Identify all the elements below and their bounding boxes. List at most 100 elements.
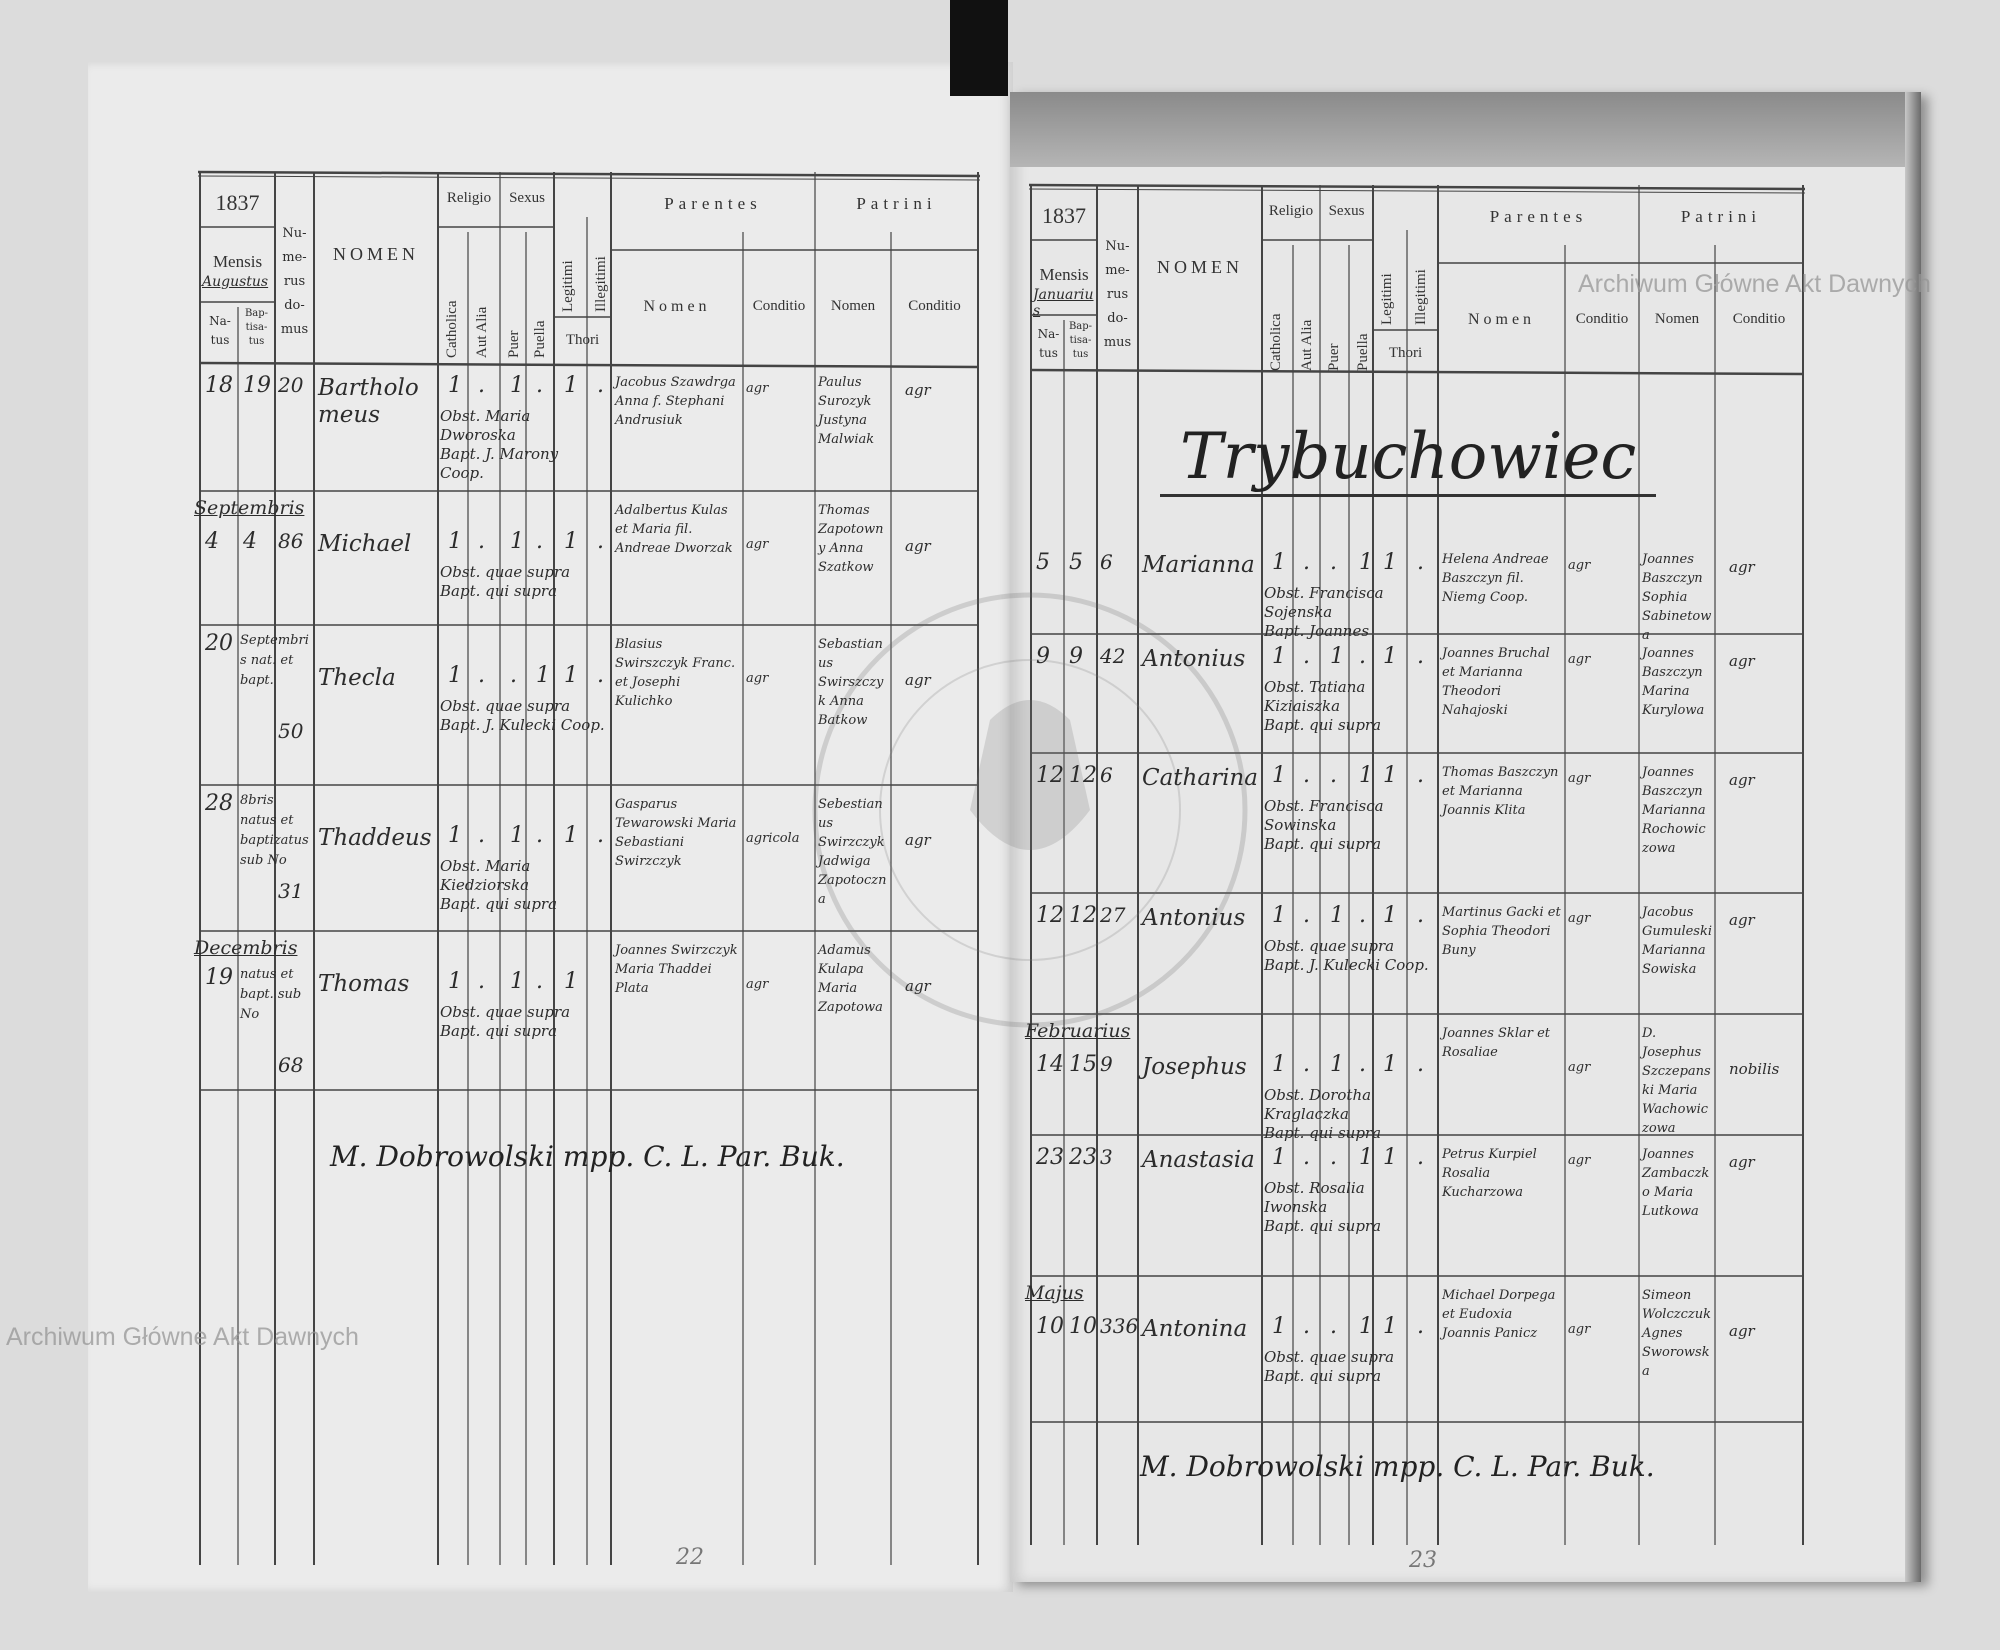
godparents-names: Joannes Baszczyn Marianna Rochowiczowa bbox=[1642, 765, 1706, 856]
register-mark: . bbox=[597, 373, 604, 398]
register-mark: 1 bbox=[448, 969, 462, 994]
baptisatus-day: 4 bbox=[243, 529, 257, 554]
midwife-baptizer-note: Bapt. qui supra bbox=[440, 582, 558, 600]
midwife-baptizer-note: Obst. quae supra bbox=[440, 697, 571, 715]
row-notes: Obst. Francisca Sojenska Bapt. Joannes bbox=[1264, 584, 1432, 641]
godparents-conditio: agr bbox=[1729, 558, 1755, 576]
sexus-header: Sexus bbox=[1328, 203, 1365, 219]
godparents-conditio: agr bbox=[905, 537, 931, 555]
grid-line bbox=[1030, 368, 1804, 376]
register-mark: . bbox=[478, 529, 485, 554]
natus-day: 19 bbox=[205, 965, 233, 990]
date-note: natus et bapt. sub No bbox=[240, 967, 302, 1022]
natus-label: Na-tus bbox=[209, 314, 231, 347]
register-mark: . bbox=[1303, 644, 1310, 669]
parents-conditio: agr bbox=[1568, 771, 1591, 786]
grid-line bbox=[1028, 188, 1806, 194]
page-edge bbox=[1905, 92, 1921, 1582]
row-notes: Obst. quae supra Bapt. J. Kulecki Coop. bbox=[440, 697, 605, 735]
natus-day: 28 bbox=[205, 791, 233, 816]
illegitimi-header: Illegitimi bbox=[1413, 269, 1429, 325]
register-mark: . bbox=[478, 373, 485, 398]
godparents-names: Sebastianus Swirszczyk Anna Batkow bbox=[818, 637, 884, 728]
godparents-conditio: agr bbox=[905, 671, 931, 689]
register-mark: . bbox=[536, 529, 543, 554]
house-number: 68 bbox=[278, 1053, 304, 1077]
register-mark: . bbox=[1330, 1314, 1337, 1339]
row-notes: Obst. Dorotha Kraglaczka Bapt. qui supra bbox=[1264, 1086, 1432, 1143]
row-notes: Obst. quae supra Bapt. qui supra bbox=[440, 1003, 605, 1041]
parents-conditio: agricola bbox=[746, 831, 800, 846]
parentes-conditio-header: Conditio bbox=[752, 298, 806, 314]
child-name: Antonius bbox=[1142, 646, 1246, 672]
puer-header: Puer bbox=[506, 330, 522, 359]
midwife-baptizer-note: Obst. quae supra bbox=[440, 563, 571, 581]
godparents-names: Simeon Wolczczuk Agnes Sworowska bbox=[1642, 1288, 1711, 1379]
row-notes: Obst. Maria Kiedziorska Bapt. qui supra bbox=[440, 857, 605, 914]
register-mark: . bbox=[1417, 903, 1424, 928]
godparents-names: Joannes Baszczyn Marina Kurylowa bbox=[1642, 646, 1705, 718]
parents-conditio: agr bbox=[746, 671, 769, 686]
row-notes: Obst. Maria Dworoska Bapt. J. Marony Coop… bbox=[440, 407, 605, 483]
register-mark: 1 bbox=[1330, 644, 1344, 669]
register-mark: 1 bbox=[510, 373, 524, 398]
godparents-names: Sebestianus Swirzczyk Jadwiga Zapotoczna bbox=[818, 797, 887, 907]
midwife-baptizer-note: Bapt. qui supra bbox=[1264, 835, 1382, 853]
house-number: 86 bbox=[278, 529, 304, 553]
year-label: 1837 bbox=[215, 190, 260, 215]
register-mark: . bbox=[1303, 1145, 1310, 1170]
mensis-label: Mensis bbox=[212, 252, 263, 271]
midwife-baptizer-note: Bapt. qui supra bbox=[1264, 1124, 1382, 1142]
parents-names: Martinus Gacki et Sophia Theodori Buny bbox=[1442, 905, 1561, 958]
sexus-header: Sexus bbox=[509, 190, 545, 206]
natus-day: 10 bbox=[1036, 1314, 1064, 1339]
parents-names: Joannes Sklar et Rosaliae bbox=[1442, 1026, 1550, 1060]
natus-day: 12 bbox=[1036, 763, 1064, 788]
natus-day: 14 bbox=[1036, 1052, 1064, 1077]
godparents-conditio: agr bbox=[1729, 771, 1755, 789]
register-mark: 1 bbox=[564, 969, 578, 994]
natus-day: 9 bbox=[1036, 644, 1050, 669]
midwife-baptizer-note: Obst. Francisca Sojenska bbox=[1264, 584, 1384, 621]
godparents-names: D. Josephus Szczepanski Maria Wachowiczo… bbox=[1642, 1026, 1711, 1136]
godparents-conditio: nobilis bbox=[1729, 1060, 1780, 1078]
baptisatus-day: 15 bbox=[1069, 1052, 1097, 1077]
right-page bbox=[1010, 92, 1920, 1582]
watermark-left: Archiwum Główne Akt Dawnych bbox=[6, 1323, 359, 1351]
child-name: Marianna bbox=[1142, 552, 1255, 578]
row-notes: Obst. quae supra Bapt. qui supra bbox=[1264, 1348, 1432, 1386]
thori-header: Thori bbox=[565, 332, 600, 348]
godparents-names: Jacobus Gumuleski Marianna Sowiska bbox=[1642, 905, 1713, 977]
register-mark: . bbox=[1330, 550, 1337, 575]
register-mark: 1 bbox=[1330, 903, 1344, 928]
register-mark: . bbox=[478, 823, 485, 848]
register-mark: . bbox=[536, 823, 543, 848]
godparents-names: Adamus Kulapa Maria Zapotowa bbox=[818, 943, 883, 1015]
child-name: Anastasia bbox=[1142, 1147, 1255, 1173]
watermark-top-right: Archiwum Główne Akt Dawnych bbox=[1578, 270, 1931, 298]
month-label: Augustus bbox=[202, 274, 269, 290]
house-number: 9 bbox=[1100, 1052, 1113, 1076]
patrini-header: Patrini bbox=[856, 194, 937, 213]
midwife-baptizer-note: Bapt. J. Kulecki Coop. bbox=[1264, 956, 1429, 974]
row-month: Decembris bbox=[194, 937, 298, 959]
year-label: 1837 bbox=[1042, 203, 1086, 228]
catholica-header: Catholica bbox=[444, 300, 460, 358]
godparents-conditio: agr bbox=[1729, 652, 1755, 670]
godparents-conditio: agr bbox=[905, 977, 931, 995]
puer-header: Puer bbox=[1326, 343, 1342, 372]
child-name: Thomas bbox=[318, 971, 410, 997]
register-mark: 1 bbox=[564, 529, 578, 554]
patrini-header: Patrini bbox=[1680, 207, 1762, 226]
register-mark: 1 bbox=[1272, 550, 1286, 575]
register-mark: 1 bbox=[564, 663, 578, 688]
register-mark: 1 bbox=[1359, 550, 1373, 575]
register-mark: 1 bbox=[1383, 550, 1397, 575]
midwife-baptizer-note: Obst. quae supra bbox=[440, 1003, 571, 1021]
midwife-baptizer-note: Obst. quae supra bbox=[1264, 937, 1395, 955]
midwife-baptizer-note: Bapt. qui supra bbox=[440, 895, 558, 913]
register-mark: . bbox=[536, 373, 543, 398]
register-mark: . bbox=[1359, 903, 1366, 928]
aut-alia-header: Aut Alia bbox=[1299, 319, 1315, 371]
register-mark: . bbox=[478, 663, 485, 688]
